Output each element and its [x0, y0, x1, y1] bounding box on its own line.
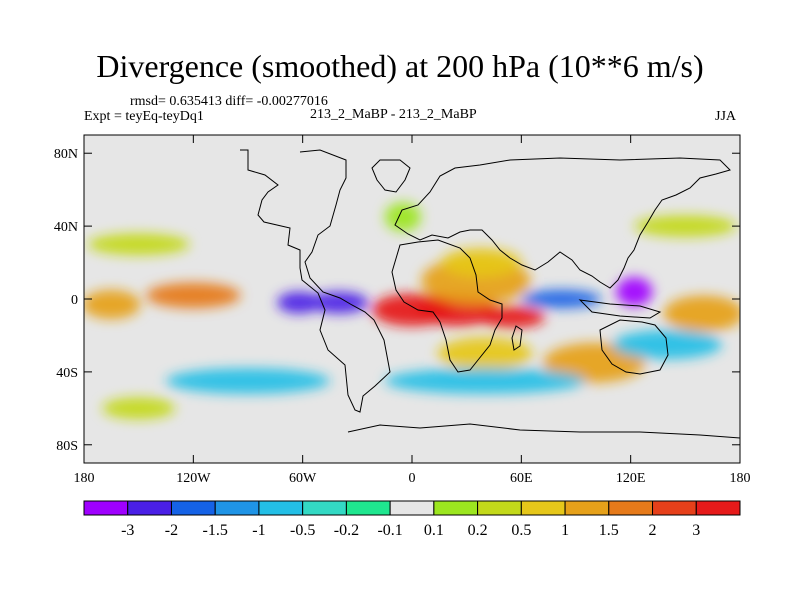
colorbar-swatch [83, 500, 129, 516]
colorbar-swatch [170, 500, 216, 516]
colorbar-label: -1 [252, 522, 265, 539]
colorbar-swatch [389, 500, 435, 516]
x-tick-label: 60E [510, 471, 533, 486]
x-tick-label: 180 [730, 471, 751, 486]
coastline-americas [240, 149, 391, 413]
x-tick-label: 120E [616, 471, 646, 486]
field-blob [277, 291, 321, 314]
coastline-indonesia [578, 299, 662, 319]
colorbar-label: 1 [561, 522, 569, 539]
colorbar-label: -0.2 [334, 522, 359, 539]
field-blob [145, 282, 241, 309]
x-tick-label: 180 [74, 471, 95, 486]
colorbar-swatch [608, 500, 654, 516]
colorbar-label: 0.5 [511, 522, 531, 539]
field-blob [479, 306, 545, 329]
experiment-label: Expt = teyEq-teyDq1 [84, 109, 204, 124]
field-blob [543, 342, 646, 383]
colorbar: -3 -2 -1.5 -1 -0.5 -0.2 -0.1 0.1 0.2 0.5 1 1.5 2 3 [83, 500, 741, 539]
y-tick-label: 40N [54, 220, 78, 235]
colorbar-label: 0.2 [468, 522, 488, 539]
colorbar-label: -1.5 [203, 522, 228, 539]
coastline-antarctica [347, 423, 740, 439]
coastline-eurasia [394, 157, 731, 289]
colorbar-label: 1.5 [599, 522, 619, 539]
field-blob [663, 295, 740, 332]
coastline-greenland [371, 159, 411, 193]
season-label: JJA [715, 109, 737, 124]
colorbar-swatch [127, 500, 172, 516]
colorbar-label: -3 [121, 522, 134, 539]
colorbar-swatch [564, 500, 610, 516]
colorbar-swatch [345, 500, 391, 516]
field-blob [616, 277, 653, 307]
axes: 180 120W 60W 0 60E 120E 180 80N 40N 0 40S 80S [54, 135, 751, 486]
colorbar-swatch [695, 500, 741, 516]
colorbar-swatch [433, 500, 479, 516]
colorbar-label: -0.5 [290, 522, 315, 539]
x-tick-label: 120W [176, 471, 211, 486]
colorbar-swatch [477, 500, 522, 516]
chart-title: Divergence (smoothed) at 200 hPa (10**6 … [96, 48, 704, 84]
field-blob [166, 368, 330, 394]
colorbar-swatch [214, 500, 260, 516]
colorbar-swatch [302, 500, 347, 516]
x-tick-label: 0 [409, 471, 416, 486]
y-tick-label: 80S [56, 439, 78, 454]
y-tick-label: 40S [56, 366, 78, 381]
y-tick-label: 80N [54, 147, 78, 162]
coastline-madagascar [511, 325, 523, 351]
field-blob [84, 289, 141, 320]
field-blob [437, 337, 533, 371]
colorbar-swatch [258, 500, 304, 516]
field-blob [87, 233, 190, 256]
colorbar-label: 3 [692, 522, 700, 539]
stats-text: rmsd= 0.635413 diff= -0.00277016 [130, 94, 328, 109]
colorbar-label: -2 [165, 522, 178, 539]
field-blob [102, 397, 176, 420]
colorbar-label: 0.1 [424, 522, 444, 539]
coastline-africa [391, 239, 503, 373]
colorbar-label: -0.1 [377, 522, 402, 539]
coastline-australia [599, 319, 669, 375]
field-blob [384, 368, 586, 394]
x-tick-label: 60W [289, 471, 317, 486]
field-blob [441, 248, 522, 278]
divergence-field [84, 202, 740, 420]
field-blob [521, 289, 602, 309]
chart-subtitle: 213_2_MaBP - 213_2_MaBP [310, 107, 477, 122]
colorbar-swatch [652, 500, 697, 516]
field-blob [634, 215, 737, 238]
colorbar-swatch [520, 500, 566, 516]
field-blob [384, 202, 422, 232]
colorbar-label: 2 [649, 522, 657, 539]
coastline [240, 149, 740, 439]
y-tick-label: 0 [71, 293, 78, 308]
